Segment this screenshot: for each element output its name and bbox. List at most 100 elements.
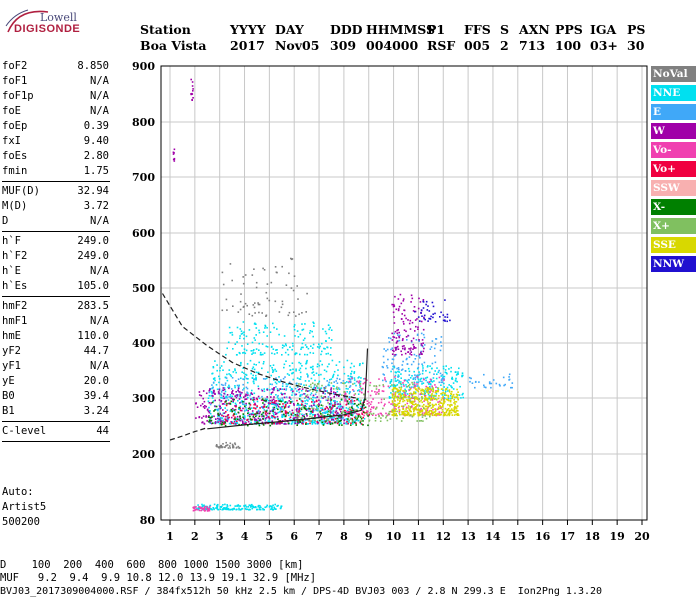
echo-point bbox=[231, 398, 234, 401]
echo-point bbox=[277, 408, 279, 411]
echo-point bbox=[485, 386, 487, 389]
echo-point bbox=[309, 422, 311, 425]
echo-point bbox=[411, 402, 413, 405]
echo-point bbox=[256, 411, 258, 413]
echo-point bbox=[276, 415, 279, 418]
echo-point bbox=[388, 386, 391, 389]
echo-point bbox=[196, 508, 199, 511]
echo-point bbox=[280, 400, 283, 403]
echo-point bbox=[244, 398, 246, 401]
echo-point bbox=[196, 406, 199, 408]
echo-point bbox=[284, 376, 286, 378]
echo-point bbox=[320, 387, 322, 390]
echo-point bbox=[266, 416, 268, 419]
echo-point bbox=[216, 420, 219, 422]
echo-point bbox=[287, 406, 290, 408]
echo-point bbox=[418, 355, 420, 357]
echo-point bbox=[503, 384, 505, 387]
echo-point bbox=[337, 369, 339, 371]
echo-point bbox=[262, 331, 265, 333]
echo-point bbox=[357, 419, 359, 422]
echo-point bbox=[450, 386, 453, 388]
echo-point bbox=[291, 394, 293, 396]
echo-point bbox=[224, 503, 226, 506]
echo-point bbox=[321, 407, 324, 409]
echo-point bbox=[420, 409, 423, 412]
echo-point bbox=[329, 378, 331, 381]
echo-point bbox=[393, 316, 395, 318]
echo-point bbox=[255, 377, 257, 379]
echo-point bbox=[245, 386, 248, 389]
echo-point bbox=[436, 367, 438, 369]
echo-point bbox=[256, 414, 258, 416]
legend-item-x: X+ bbox=[651, 218, 696, 234]
echo-point bbox=[419, 301, 422, 303]
echo-point bbox=[234, 395, 236, 397]
echo-point bbox=[356, 404, 358, 407]
echo-point bbox=[422, 393, 424, 395]
echo-point bbox=[422, 350, 425, 353]
echo-point bbox=[440, 379, 443, 381]
echo-point bbox=[420, 407, 422, 410]
echo-point bbox=[410, 401, 412, 403]
echo-point bbox=[382, 407, 384, 410]
echo-point bbox=[353, 382, 356, 385]
echo-point bbox=[377, 402, 380, 404]
echo-point bbox=[419, 320, 421, 322]
echo-point bbox=[310, 392, 313, 394]
echo-point bbox=[219, 405, 221, 408]
echo-point bbox=[279, 403, 281, 405]
echo-point bbox=[223, 397, 226, 400]
echo-point bbox=[410, 294, 413, 297]
echo-point bbox=[236, 422, 238, 425]
echo-point bbox=[392, 385, 395, 387]
echo-point bbox=[296, 414, 299, 416]
echo-point bbox=[391, 389, 394, 391]
x-tick-label: 12 bbox=[436, 530, 451, 543]
echo-point bbox=[312, 335, 314, 338]
echo-point bbox=[417, 381, 420, 384]
echo-point bbox=[217, 419, 220, 421]
echo-point bbox=[198, 394, 201, 396]
echo-point bbox=[402, 393, 405, 396]
echo-point bbox=[335, 387, 338, 390]
echo-point bbox=[320, 421, 323, 423]
echo-point bbox=[409, 407, 412, 409]
echo-point bbox=[191, 85, 194, 87]
echo-point bbox=[305, 409, 308, 412]
echo-point bbox=[382, 379, 384, 382]
echo-point bbox=[362, 424, 364, 426]
echo-point bbox=[353, 377, 356, 379]
echo-point bbox=[399, 413, 401, 416]
echo-point bbox=[208, 389, 211, 392]
echo-point bbox=[425, 417, 428, 420]
echo-point bbox=[318, 411, 321, 413]
echo-point bbox=[254, 420, 256, 423]
echo-point bbox=[438, 376, 441, 379]
echo-point bbox=[344, 400, 346, 402]
echo-point bbox=[293, 403, 295, 405]
echo-point bbox=[321, 384, 323, 387]
echo-point bbox=[431, 385, 433, 388]
param-label: foF1p bbox=[2, 90, 34, 102]
echo-point bbox=[277, 504, 279, 507]
echo-point bbox=[392, 388, 395, 391]
echo-point bbox=[296, 377, 299, 379]
echo-point bbox=[352, 409, 355, 412]
echo-point bbox=[396, 390, 398, 393]
echo-point bbox=[238, 406, 240, 409]
echo-point bbox=[425, 303, 427, 306]
echo-point bbox=[258, 349, 260, 351]
echo-point bbox=[440, 402, 443, 404]
echo-point bbox=[327, 419, 330, 422]
echo-point bbox=[445, 372, 448, 374]
echo-point bbox=[253, 506, 256, 509]
echo-point bbox=[427, 365, 429, 367]
legend-item-nne: NNE bbox=[651, 85, 696, 101]
echo-point bbox=[269, 383, 272, 385]
echo-point bbox=[374, 419, 377, 422]
echo-point bbox=[226, 416, 229, 418]
echo-point bbox=[284, 411, 287, 413]
echo-point bbox=[334, 392, 337, 394]
echo-point bbox=[360, 423, 363, 425]
